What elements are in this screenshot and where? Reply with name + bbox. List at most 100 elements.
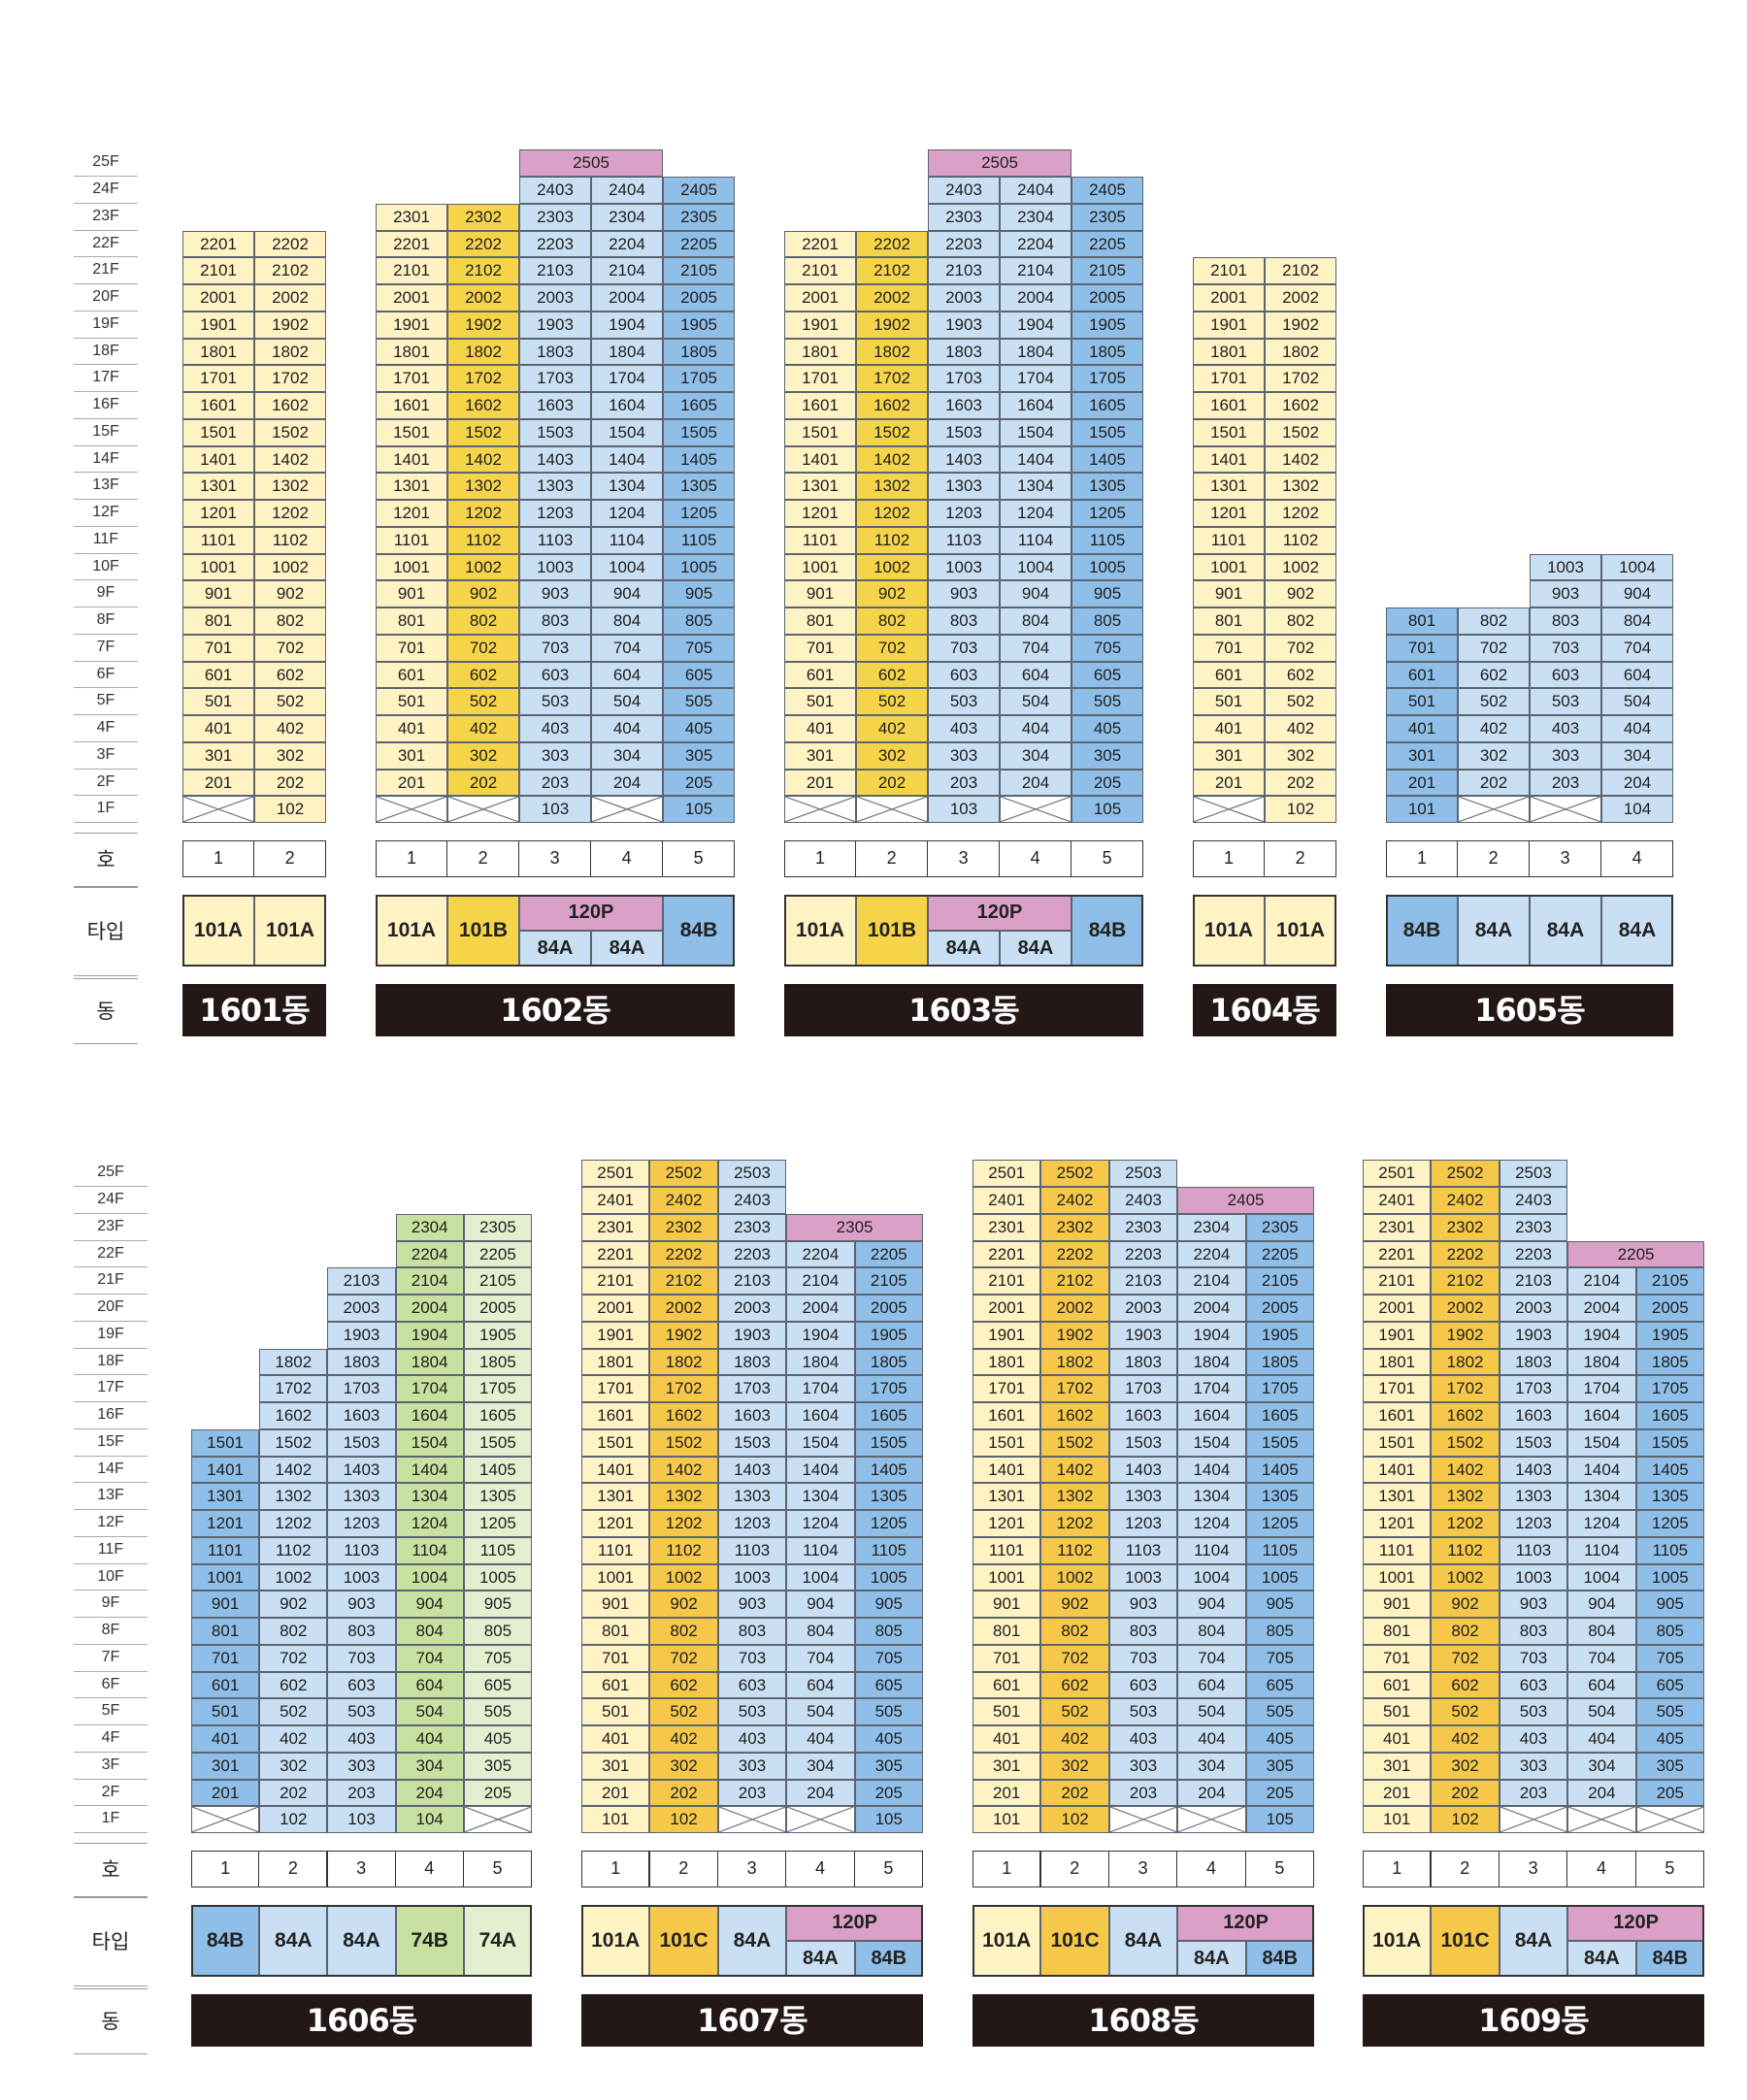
unit-cell[interactable]: 1303 [519,473,591,500]
unit-cell[interactable]: 202 [1458,769,1530,797]
unit-cell[interactable]: 1703 [928,365,1000,392]
unit-cell[interactable]: 1702 [447,365,519,392]
unit-cell[interactable]: 802 [259,1618,328,1645]
unit-cell[interactable]: 1203 [928,500,1000,527]
unit-cell[interactable]: 2301 [581,1213,650,1241]
unit-cell[interactable]: 1102 [1040,1536,1109,1564]
unit-cell[interactable]: 301 [972,1752,1041,1780]
unit-cell[interactable]: 1105 [663,526,735,554]
unit-cell[interactable]: 505 [1245,1698,1314,1725]
unit-cell[interactable]: 702 [1458,634,1530,662]
unit-cell[interactable]: 1101 [581,1536,650,1564]
unit-cell[interactable]: 1201 [581,1510,650,1537]
unit-cell[interactable]: 1601 [581,1402,650,1429]
unit-cell[interactable]: 502 [1265,688,1336,715]
unit-cell[interactable]: 1902 [1431,1321,1500,1349]
unit-cell[interactable]: 1504 [591,418,663,446]
unit-cell[interactable]: 2403 [1499,1187,1568,1214]
unit-cell[interactable]: 604 [1177,1671,1246,1699]
unit-cell[interactable]: 501 [784,688,856,715]
unit-cell[interactable]: 505 [463,1698,532,1725]
unit-cell[interactable]: 2102 [254,257,326,284]
unit-cell[interactable]: 1602 [1265,392,1336,419]
unit-cell[interactable]: 1001 [182,553,254,581]
unit-cell[interactable]: 2401 [972,1187,1041,1214]
unit-cell[interactable]: 904 [1000,580,1071,607]
unit-cell[interactable]: 2502 [1431,1160,1500,1187]
unit-cell[interactable]: 105 [663,796,735,823]
unit-cell[interactable]: 802 [254,607,326,635]
unit-cell[interactable]: 2102 [1040,1267,1109,1295]
unit-cell[interactable]: 2101 [376,257,447,284]
unit-cell[interactable]: 301 [182,741,254,770]
unit-cell[interactable]: 1305 [1635,1483,1704,1510]
unit-cell[interactable]: 1005 [1071,553,1143,581]
unit-cell[interactable]: 1604 [1177,1402,1246,1429]
unit-cell[interactable]: 602 [254,661,326,689]
unit-cell[interactable]: 2105 [854,1267,923,1295]
unit-cell[interactable]: 1404 [1177,1456,1246,1484]
unit-cell[interactable]: 1603 [1499,1402,1568,1429]
unit-cell[interactable]: 303 [717,1752,787,1780]
unit-cell[interactable]: 1805 [854,1348,923,1376]
unit-cell[interactable]: 201 [1386,769,1458,797]
unit-cell[interactable]: 804 [786,1618,855,1645]
unit-cell[interactable]: 601 [1363,1671,1432,1699]
unit-cell[interactable]: 1802 [447,338,519,366]
unit-cell[interactable]: 202 [259,1779,328,1807]
unit-cell[interactable]: 201 [1193,769,1265,797]
unit-cell[interactable]: 2102 [649,1267,718,1295]
unit-cell[interactable]: 1302 [259,1483,328,1510]
unit-cell[interactable]: 1604 [786,1402,855,1429]
unit-cell[interactable]: 1802 [1265,338,1336,366]
unit-cell[interactable]: 901 [1363,1591,1432,1618]
unit-cell[interactable]: 2001 [182,284,254,312]
unit-cell[interactable]: 502 [1431,1698,1500,1725]
unit-cell[interactable]: 101 [1386,796,1458,823]
unit-cell[interactable]: 1805 [1635,1348,1704,1376]
unit-cell[interactable]: 1801 [784,338,856,366]
unit-cell[interactable]: 2004 [1000,284,1071,312]
unit-cell[interactable]: 605 [1635,1671,1704,1699]
unit-cell[interactable]: 1003 [519,553,591,581]
unit-cell[interactable]: 403 [1499,1725,1568,1753]
unit-cell[interactable]: 1003 [928,553,1000,581]
unit-cell[interactable]: 1101 [191,1536,260,1564]
unit-cell[interactable]: 1205 [463,1510,532,1537]
unit-cell[interactable]: 402 [1431,1725,1500,1753]
unit-cell[interactable]: 201 [376,769,447,797]
unit-cell[interactable]: 801 [1386,607,1458,635]
unit-cell[interactable]: 1904 [395,1321,464,1349]
unit-cell[interactable]: 403 [519,715,591,742]
unit-cell[interactable]: 1302 [1431,1483,1500,1510]
unit-cell[interactable]: 2204 [591,230,663,258]
unit-cell[interactable]: 1901 [182,311,254,339]
unit-cell[interactable]: 1402 [259,1456,328,1484]
unit-cell[interactable]: 704 [395,1644,464,1672]
unit-cell[interactable]: 2502 [649,1160,718,1187]
unit-cell[interactable]: 804 [1177,1618,1246,1645]
unit-cell[interactable]: 201 [191,1779,260,1807]
unit-cell[interactable]: 1605 [663,392,735,419]
unit-cell[interactable]: 803 [519,607,591,635]
unit-cell[interactable]: 2204 [1177,1240,1246,1268]
unit-cell[interactable]: 1803 [327,1348,396,1376]
unit-cell[interactable]: 1903 [327,1321,396,1349]
unit-cell[interactable]: 303 [1530,741,1601,770]
unit-cell[interactable]: 1603 [717,1402,787,1429]
unit-cell[interactable]: 2305 [663,203,735,231]
unit-cell[interactable]: 502 [259,1698,328,1725]
unit-cell[interactable]: 1302 [447,473,519,500]
unit-cell[interactable]: 402 [1265,715,1336,742]
unit-cell[interactable]: 1004 [1000,553,1071,581]
unit-cell[interactable]: 1901 [1193,311,1265,339]
unit-cell[interactable]: 1103 [327,1536,396,1564]
unit-cell[interactable]: 1603 [1108,1402,1178,1429]
unit-cell[interactable]: 105 [854,1806,923,1833]
unit-cell[interactable]: 405 [854,1725,923,1753]
unit-cell[interactable]: 1202 [254,500,326,527]
unit-cell[interactable]: 203 [327,1779,396,1807]
unit-cell[interactable]: 1603 [327,1402,396,1429]
unit-cell[interactable]: 805 [463,1618,532,1645]
unit-cell[interactable]: 1202 [1040,1510,1109,1537]
